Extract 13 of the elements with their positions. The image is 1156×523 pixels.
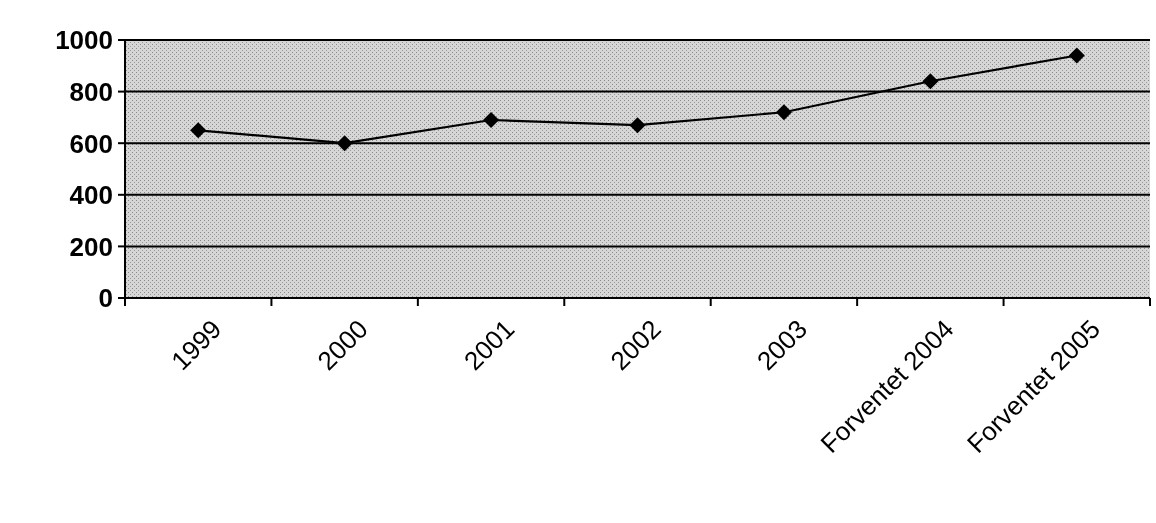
- point: [922, 73, 939, 90]
- point: [1068, 47, 1085, 64]
- y-tick-label: 200: [69, 231, 113, 262]
- point: [629, 117, 646, 134]
- y-tick-label: 800: [69, 76, 113, 107]
- y-tick-label: 1000: [55, 25, 113, 56]
- point: [336, 135, 353, 152]
- point: [775, 104, 792, 121]
- point: [483, 111, 500, 128]
- y-tick-label: 0: [98, 283, 113, 314]
- y-tick-label: 600: [69, 128, 113, 159]
- point: [190, 122, 207, 139]
- y-tick-label: 400: [69, 180, 113, 211]
